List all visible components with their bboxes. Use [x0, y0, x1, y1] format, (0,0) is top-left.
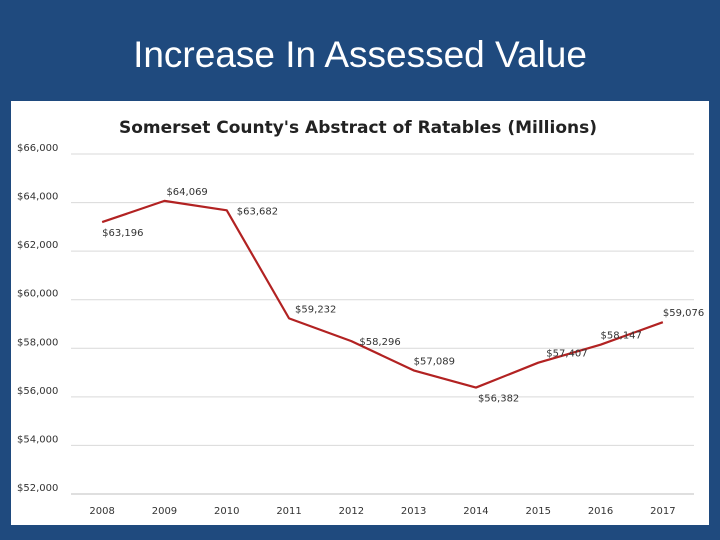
- x-tick-label: 2012: [339, 506, 364, 517]
- x-tick-label: 2011: [276, 506, 301, 517]
- x-tick-label: 2016: [588, 506, 613, 517]
- data-label: $59,076: [663, 308, 704, 319]
- x-tick-label: 2015: [526, 506, 551, 517]
- x-tick-label: 2013: [401, 506, 426, 517]
- y-tick-label: $52,000: [17, 483, 58, 494]
- chart-panel: Somerset County's Abstract of Ratables (…: [11, 101, 709, 525]
- x-tick-label: 2008: [89, 506, 114, 517]
- data-label: $63,196: [102, 228, 143, 239]
- x-axis-ticks: 2008 2009 2010 2011 2012 2013 2014 2015 2016 2017: [89, 506, 675, 517]
- x-tick-label: 2009: [152, 506, 177, 517]
- line-chart: Somerset County's Abstract of Ratables (…: [17, 118, 704, 517]
- data-label: $59,232: [295, 304, 336, 315]
- y-tick-label: $64,000: [17, 192, 58, 203]
- y-tick-label: $66,000: [17, 143, 58, 154]
- y-tick-label: $60,000: [17, 289, 58, 300]
- data-label: $57,407: [546, 349, 587, 360]
- y-tick-label: $56,000: [17, 386, 58, 397]
- x-tick-label: 2014: [463, 506, 488, 517]
- data-label: $56,382: [478, 394, 519, 405]
- data-label: $57,089: [414, 356, 455, 367]
- y-axis-ticks: $52,000 $54,000 $56,000 $58,000 $60,000 $62,0…: [17, 143, 58, 494]
- series-line: [101, 199, 664, 389]
- data-label: $64,069: [166, 187, 207, 198]
- data-label: $58,296: [359, 337, 400, 348]
- series-layer: [101, 199, 664, 389]
- data-label: $58,147: [601, 331, 642, 342]
- y-tick-label: $58,000: [17, 337, 58, 348]
- x-tick-label: 2010: [214, 506, 239, 517]
- gridlines: [71, 153, 694, 495]
- chart-title: Somerset County's Abstract of Ratables (…: [119, 118, 597, 138]
- y-tick-label: $62,000: [17, 240, 58, 251]
- data-labels: $63,196 $64,069 $63,682 $59,232 $58,296 $57,0…: [102, 187, 704, 405]
- x-tick-label: 2017: [650, 506, 675, 517]
- slide-title: Increase In Assessed Value: [133, 34, 587, 75]
- data-label: $63,682: [237, 206, 278, 217]
- y-tick-label: $54,000: [17, 434, 58, 445]
